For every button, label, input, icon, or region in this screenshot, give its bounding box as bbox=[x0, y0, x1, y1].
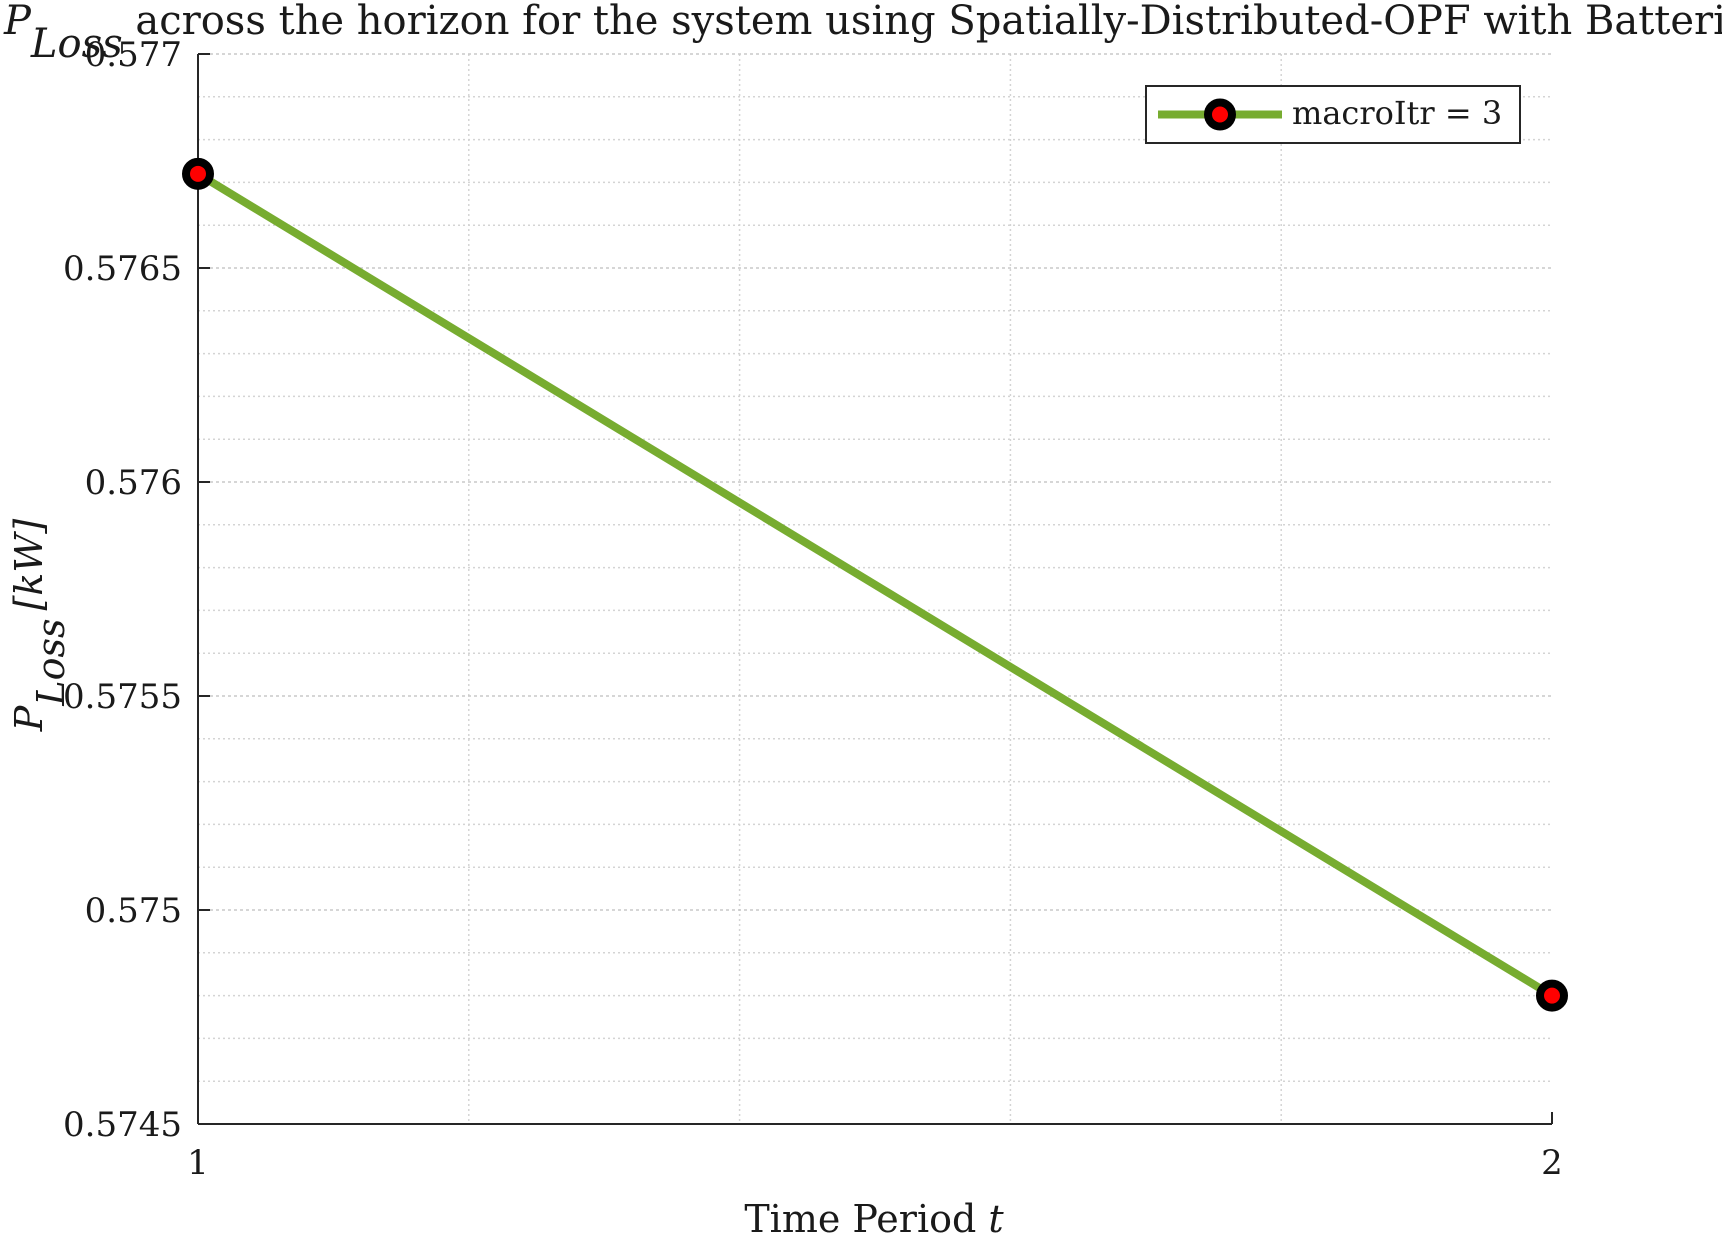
y-tick-label: 0.575 bbox=[85, 891, 182, 931]
y-axis-ticks: 0.5745 0.575 0.5755 0.576 0.5765 0.577 bbox=[63, 35, 210, 1145]
y-axis-label-symbol-sub: Loss bbox=[29, 619, 73, 707]
x-tick-label: 1 bbox=[187, 1143, 209, 1183]
minor-grid bbox=[198, 54, 1552, 1124]
y-axis-label-symbol: P bbox=[7, 704, 51, 732]
legend-marker bbox=[1204, 98, 1236, 131]
x-axis-label-text: Time Period bbox=[744, 1197, 988, 1236]
title-symbol: P bbox=[3, 0, 32, 44]
y-tick-label: 0.5745 bbox=[63, 1105, 182, 1145]
axes bbox=[197, 54, 1552, 1125]
chart-title: PLoss across the horizon for the system … bbox=[3, 0, 1722, 67]
x-tick-label: 2 bbox=[1541, 1143, 1563, 1183]
data-point-marker bbox=[182, 157, 214, 190]
data-point-marker bbox=[1536, 979, 1568, 1012]
legend: macroItr = 3 bbox=[1145, 85, 1521, 144]
x-axis-label-symbol: t bbox=[988, 1197, 1004, 1236]
title-text: across the horizon for the system using … bbox=[123, 0, 1722, 44]
legend-label: macroItr = 3 bbox=[1292, 94, 1502, 132]
y-axis-label: PLoss [kW] bbox=[7, 519, 73, 733]
y-tick-label: 0.577 bbox=[85, 35, 182, 75]
y-tick-label: 0.576 bbox=[85, 463, 182, 503]
series-line bbox=[195, 170, 1555, 1000]
y-tick-label: 0.5755 bbox=[63, 677, 182, 717]
x-axis-label: Time Period t bbox=[744, 1197, 1004, 1236]
y-tick-label: 0.5765 bbox=[63, 249, 182, 289]
title-symbol-sub: Loss bbox=[30, 21, 123, 67]
series-layer bbox=[182, 157, 1568, 1012]
y-axis-label-unit: [kW] bbox=[7, 519, 51, 611]
